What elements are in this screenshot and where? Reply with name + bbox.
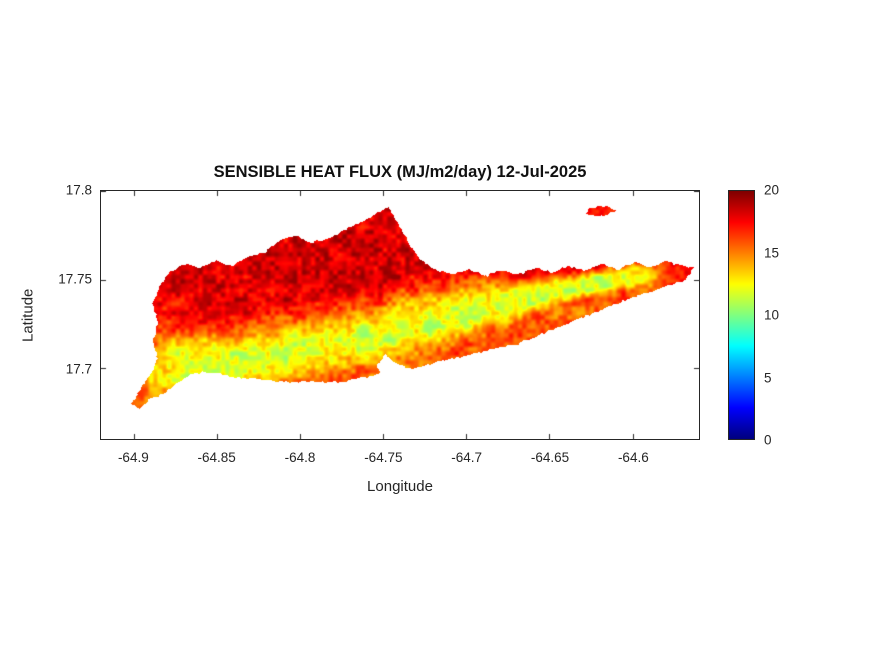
colorbar-tick-label: 15 <box>764 245 780 260</box>
x-tick-label: -64.75 <box>364 450 403 465</box>
x-tick-label: -64.6 <box>617 450 649 465</box>
y-tick-label: 17.75 <box>58 271 92 287</box>
x-axis-label: Longitude <box>367 478 433 495</box>
x-tick-label: -64.7 <box>451 450 483 465</box>
colorbar-tick-label: 0 <box>764 432 772 448</box>
chart-title: SENSIBLE HEAT FLUX (MJ/m2/day) 12-Jul-20… <box>213 163 587 181</box>
colorbar <box>728 190 755 440</box>
y-axis-label: Latitude <box>19 288 37 342</box>
colorbar-gradient <box>729 191 754 439</box>
colorbar-tick-label: 20 <box>764 182 780 198</box>
plot-area <box>100 190 700 440</box>
colorbar-tick-label: 5 <box>764 370 772 385</box>
colorbar-tick-label: 10 <box>764 307 780 323</box>
heatmap-canvas <box>101 191 699 439</box>
x-tick-label: -64.85 <box>197 450 236 465</box>
x-tick-label: -64.8 <box>284 450 316 465</box>
y-tick-label: 17.7 <box>65 361 92 377</box>
y-tick-label: 17.8 <box>65 182 92 198</box>
x-tick-label: -64.65 <box>530 450 570 465</box>
x-tick-label: -64.9 <box>117 450 149 465</box>
